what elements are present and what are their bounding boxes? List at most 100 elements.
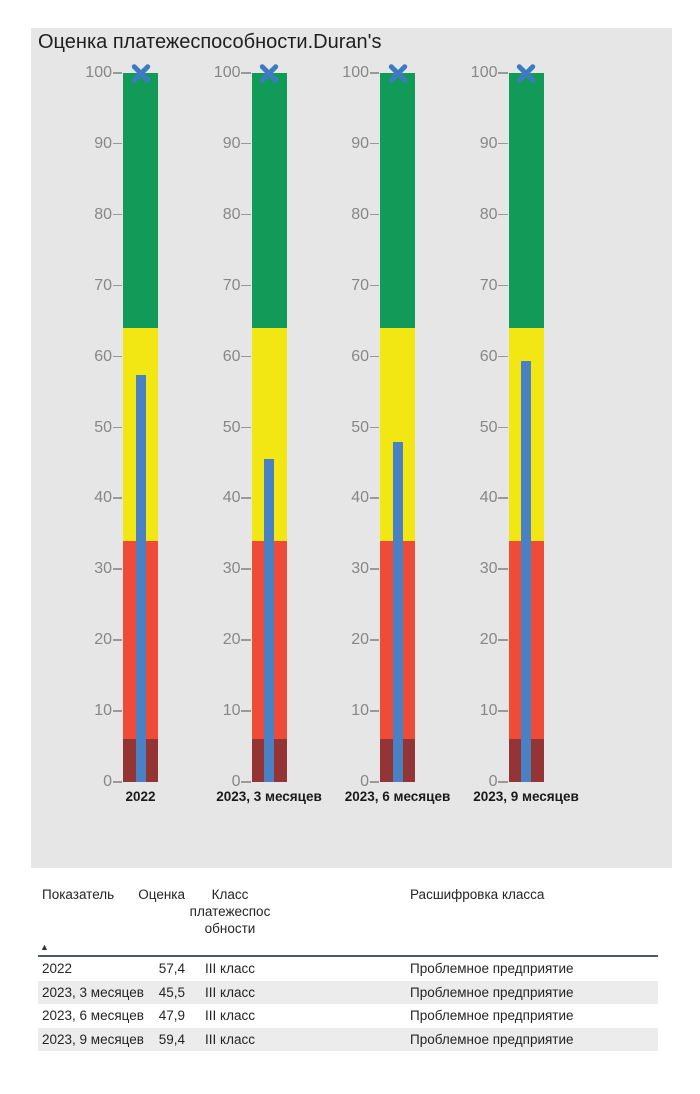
category-label: 2023, 6 месяцев (344, 789, 451, 804)
axis-tick (241, 426, 251, 428)
axis-tick (112, 72, 122, 74)
axis-tick (369, 639, 379, 641)
axis-tick (112, 142, 122, 145)
kpi-chart-card: Оценка платежеспособности.Duran's 0 10 20 3… (31, 28, 672, 868)
category-label: 2023, 9 месяцев (473, 789, 579, 804)
axis-tick-label: 90 (351, 134, 369, 152)
axis-tick (112, 426, 122, 428)
axis-tick (369, 710, 379, 712)
cell-indicator: 2023, 6 месяцев (42, 1008, 144, 1023)
axis-tick-label: 70 (351, 276, 369, 294)
target-x-marker[interactable] (386, 61, 410, 85)
cell-indicator: 2023, 3 месяцев (42, 984, 144, 1000)
cell-explanation: Проблемное предприятие (410, 1031, 574, 1047)
kpi-band (251, 73, 287, 329)
axis-tick (369, 568, 379, 570)
axis-tick-label: 50 (222, 418, 241, 436)
target-x-marker[interactable] (514, 61, 538, 85)
cell-class: III класс (205, 984, 255, 1000)
axis-tick-label: 50 (479, 418, 498, 436)
kpi-value-bar[interactable] (135, 375, 146, 782)
cell-explanation: Проблемное предприятие (410, 984, 574, 1000)
axis-tick-label: 70 (222, 276, 241, 294)
cell-score: 59,4 (158, 1031, 185, 1047)
axis-tick (369, 426, 379, 428)
axis-tick (369, 213, 379, 216)
cell-score: 57,4 (158, 961, 185, 976)
axis-tick (498, 639, 508, 641)
axis-tick (498, 72, 508, 74)
axis-tick-label: 20 (479, 631, 498, 649)
table-row[interactable]: 2023, 6 месяцев 47,9 III класс Проблемное п… (38, 1004, 658, 1028)
axis-tick-label: 0 (488, 773, 498, 790)
cell-class: III класс (205, 961, 255, 976)
axis-tick (241, 497, 251, 499)
axis-tick (498, 284, 508, 287)
table-row[interactable]: 2023, 3 месяцев 45,5 III класс Проблемное п… (38, 980, 658, 1004)
column-header-score[interactable]: Оценка (138, 887, 185, 902)
axis-tick (369, 497, 379, 499)
axis-tick-label: 100 (213, 64, 241, 81)
cell-class: III класс (205, 1031, 255, 1047)
axis-tick-label: 90 (222, 134, 241, 152)
axis-tick (498, 497, 508, 499)
axis-tick-label: 10 (222, 702, 241, 720)
axis-tick-label: 50 (351, 418, 369, 436)
cell-score: 47,9 (158, 1008, 185, 1023)
sort-ascending-icon: ▲ (40, 942, 49, 952)
axis-tick (241, 72, 251, 74)
axis-tick-label: 30 (351, 560, 369, 578)
axis-tick (498, 213, 508, 216)
axis-tick (369, 284, 379, 287)
axis-tick-label: 40 (94, 489, 112, 507)
axis-tick (112, 284, 122, 287)
axis-tick-label: 10 (94, 702, 112, 720)
axis-tick (241, 639, 251, 641)
axis-tick (112, 355, 122, 358)
axis-tick (112, 710, 122, 712)
axis-tick-label: 80 (479, 205, 498, 223)
target-x-marker[interactable] (257, 61, 281, 85)
axis-tick-label: 90 (479, 134, 498, 152)
axis-tick-label: 40 (479, 489, 498, 507)
table-header-row: Показатель Оценка Класс платежеспос обно… (38, 884, 658, 957)
axis-tick (241, 142, 251, 145)
table-row[interactable]: 2022 57,4 III класс Проблемное предприятие (38, 957, 658, 981)
axis-tick (369, 72, 379, 74)
axis-tick-label: 0 (103, 773, 112, 790)
axis-tick-label: 100 (342, 64, 369, 81)
axis-tick-label: 80 (222, 205, 241, 223)
axis-tick (498, 568, 508, 570)
axis-tick (112, 213, 122, 216)
column-header-class-explanation[interactable]: Расшифровка класса (410, 887, 545, 902)
axis-tick (498, 710, 508, 712)
cell-explanation: Проблемное предприятие (410, 1008, 574, 1023)
table-row[interactable]: 2023, 9 месяцев 59,4 III класс Проблемное п… (38, 1027, 658, 1051)
axis-tick (241, 568, 251, 570)
chart-title: Оценка платежеспособности.Duran's (38, 31, 382, 53)
kpi-value-bar[interactable] (521, 360, 531, 782)
score-table: Показатель Оценка Класс платежеспос обно… (38, 884, 658, 1051)
axis-tick (498, 781, 508, 783)
column-header-solvency-class[interactable]: Класс платежеспос обности (189, 887, 271, 936)
target-x-marker[interactable] (129, 61, 153, 85)
axis-tick-label: 0 (360, 773, 369, 790)
axis-tick-label: 80 (351, 205, 369, 223)
cell-explanation: Проблемное предприятие (410, 961, 574, 976)
axis-tick (241, 781, 251, 783)
axis-tick (498, 142, 508, 145)
kpi-band (123, 73, 158, 329)
axis-tick-label: 60 (479, 347, 498, 365)
axis-tick-label: 90 (94, 134, 112, 152)
cell-indicator: 2023, 9 месяцев (42, 1031, 144, 1047)
axis-tick (112, 639, 122, 641)
axis-tick-label: 20 (222, 631, 241, 649)
axis-tick-label: 30 (94, 560, 112, 578)
kpi-value-bar[interactable] (392, 442, 403, 782)
kpi-band (508, 73, 544, 329)
kpi-value-bar[interactable] (264, 459, 274, 782)
axis-tick-label: 60 (94, 347, 112, 365)
column-header-indicator[interactable]: Показатель (42, 887, 115, 902)
category-label: 2022 (125, 789, 156, 804)
kpi-band (380, 73, 415, 329)
